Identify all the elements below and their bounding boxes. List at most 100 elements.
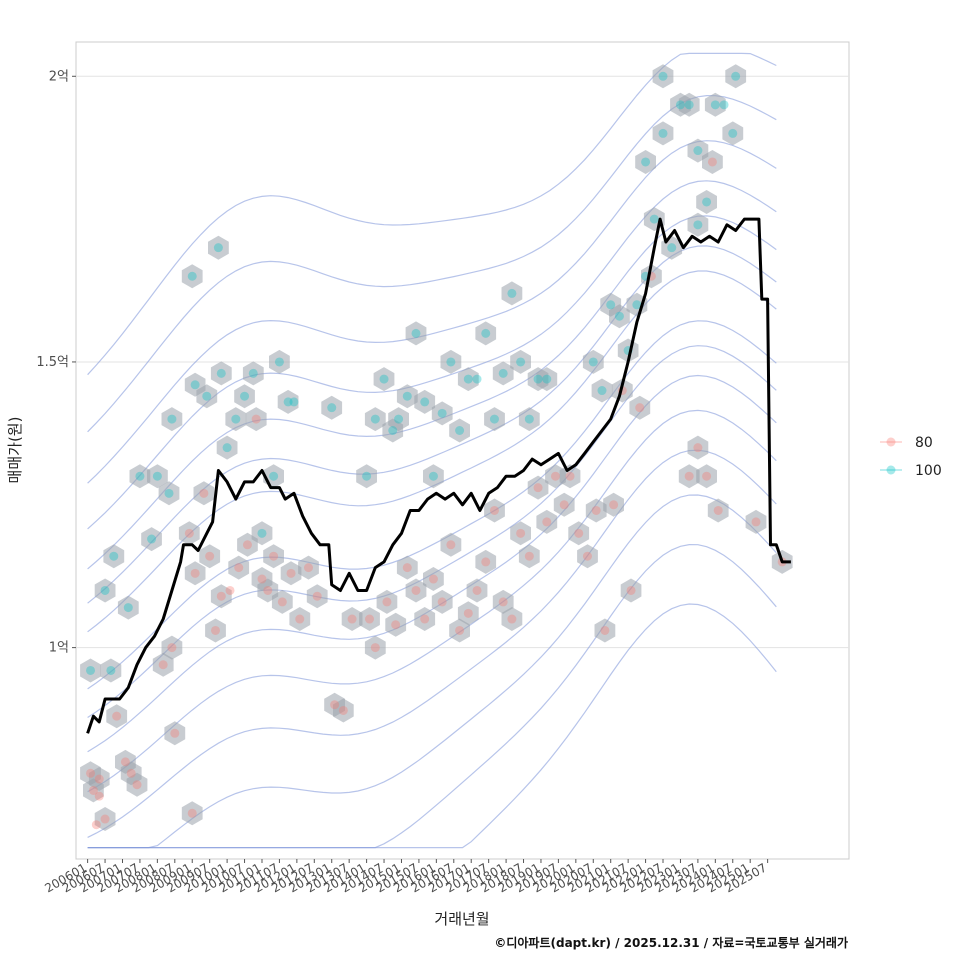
- hexbin-cell: [405, 321, 427, 346]
- scatter-point-100: [109, 551, 119, 561]
- hexbin-cell: [687, 212, 709, 237]
- hexbin-cell: [652, 64, 674, 89]
- legend-entry-100: 100: [880, 463, 942, 479]
- hexbin-cell: [129, 464, 151, 489]
- hexbin-cell: [141, 527, 162, 552]
- scatter-point-100: [489, 414, 499, 424]
- x-axis: 2006012006072007012007072008012008072009…: [42, 859, 769, 896]
- scatter-points: [86, 71, 787, 830]
- scatter-point-100: [542, 374, 552, 384]
- scatter-point-80: [693, 443, 703, 453]
- scatter-point-100: [202, 391, 212, 401]
- legend: 80 100: [880, 435, 942, 479]
- hexbin-cell: [178, 521, 200, 546]
- scatter-point-80: [463, 608, 473, 618]
- hexbin-cell: [475, 321, 497, 346]
- hexbin-cell: [269, 349, 290, 374]
- scatter-point-80: [170, 728, 180, 738]
- hexbin-cell: [106, 704, 128, 729]
- caption: ©디아파트(dapt.kr) / 2025.12.31 / 자료=국토교통부 실…: [494, 935, 848, 950]
- density-contour: [87, 409, 777, 793]
- scatter-point-80: [559, 500, 569, 510]
- hexbin-cell: [457, 601, 479, 626]
- scatter-point-80: [286, 568, 296, 578]
- scatter-point-100: [446, 357, 456, 367]
- scatter-point-100: [632, 300, 642, 310]
- density-contour: [87, 180, 777, 530]
- hexbin-cell: [629, 395, 651, 420]
- scatter-point-80: [88, 785, 98, 795]
- scatter-point-80: [94, 774, 104, 784]
- hexbin-cell: [536, 367, 558, 392]
- legend-label-100: 100: [915, 463, 942, 479]
- scatter-point-80: [472, 585, 482, 595]
- scatter-point-100: [187, 271, 197, 281]
- hexbin-cell: [585, 498, 607, 523]
- hexbin-cell: [449, 618, 470, 643]
- scatter-point-100: [216, 368, 226, 378]
- scatter-point-80: [225, 585, 235, 595]
- scatter-point-80: [428, 574, 438, 584]
- hexbin-cell: [559, 464, 581, 489]
- hexbin-cell: [277, 389, 299, 414]
- scatter-point-80: [94, 791, 104, 801]
- scatter-point-100: [588, 357, 598, 367]
- hexbin-cell: [687, 138, 709, 163]
- hexbin-cell: [271, 589, 293, 614]
- hexbin-cell: [126, 772, 148, 797]
- scatter-point-100: [667, 243, 677, 253]
- scatter-point-100: [472, 374, 482, 384]
- hexbin-cell: [193, 481, 215, 506]
- hexbin-cell: [364, 635, 386, 660]
- scatter-point-100: [362, 471, 372, 481]
- scatter-point-100: [719, 100, 729, 110]
- scatter-point-100: [167, 414, 177, 424]
- hexbin-cell: [396, 384, 418, 409]
- hexbin-cell: [184, 561, 206, 586]
- scatter-point-100: [641, 157, 651, 167]
- scatter-point-80: [498, 597, 508, 607]
- scatter-point-80: [713, 505, 723, 515]
- scatter-point-80: [516, 528, 526, 538]
- scatter-point-80: [420, 614, 430, 624]
- scatter-point-100: [693, 220, 703, 230]
- scatter-point-80: [199, 488, 209, 498]
- hexbin-cell: [536, 509, 558, 534]
- hexbin-cell: [94, 807, 116, 831]
- scatter-point-80: [751, 517, 761, 527]
- hexbin-cell: [414, 607, 436, 631]
- hexbin-cell: [591, 378, 613, 403]
- hexbin-cell: [94, 578, 116, 603]
- hexbin-cell: [568, 521, 590, 546]
- hexbin-cell: [405, 578, 427, 603]
- hexbin-cell: [492, 361, 514, 386]
- hexbin-cell: [103, 544, 125, 569]
- scatter-point-100: [507, 288, 517, 298]
- hexbin-cell: [341, 607, 363, 631]
- scatter-point-100: [597, 386, 607, 396]
- hexbin-cell: [484, 407, 505, 432]
- hexbin-cell: [199, 544, 221, 569]
- hexbin-cell: [216, 435, 238, 460]
- hexbin-cell: [196, 384, 218, 409]
- hexbin-cell: [251, 521, 273, 546]
- scatter-point-80: [507, 614, 517, 624]
- scatter-point-100: [684, 100, 694, 110]
- scatter-point-80: [591, 505, 601, 515]
- scatter-point-80: [382, 597, 392, 607]
- scatter-point-80: [210, 625, 220, 635]
- hexbin-cell: [652, 121, 674, 146]
- hexbin-cell: [388, 407, 409, 432]
- hexbin-cell: [242, 361, 264, 386]
- scatter-point-100: [658, 128, 668, 138]
- scatter-point-80: [489, 505, 499, 515]
- scatter-point-100: [269, 471, 279, 481]
- scatter-point-100: [123, 603, 133, 613]
- density-contour: [87, 140, 777, 484]
- scatter-point-80: [277, 597, 287, 607]
- hexbin-cell: [707, 498, 729, 523]
- scatter-point-80: [190, 568, 200, 578]
- hexbin-cell: [475, 549, 497, 574]
- scatter-point-80: [86, 768, 96, 778]
- price-line-path: [86, 217, 791, 734]
